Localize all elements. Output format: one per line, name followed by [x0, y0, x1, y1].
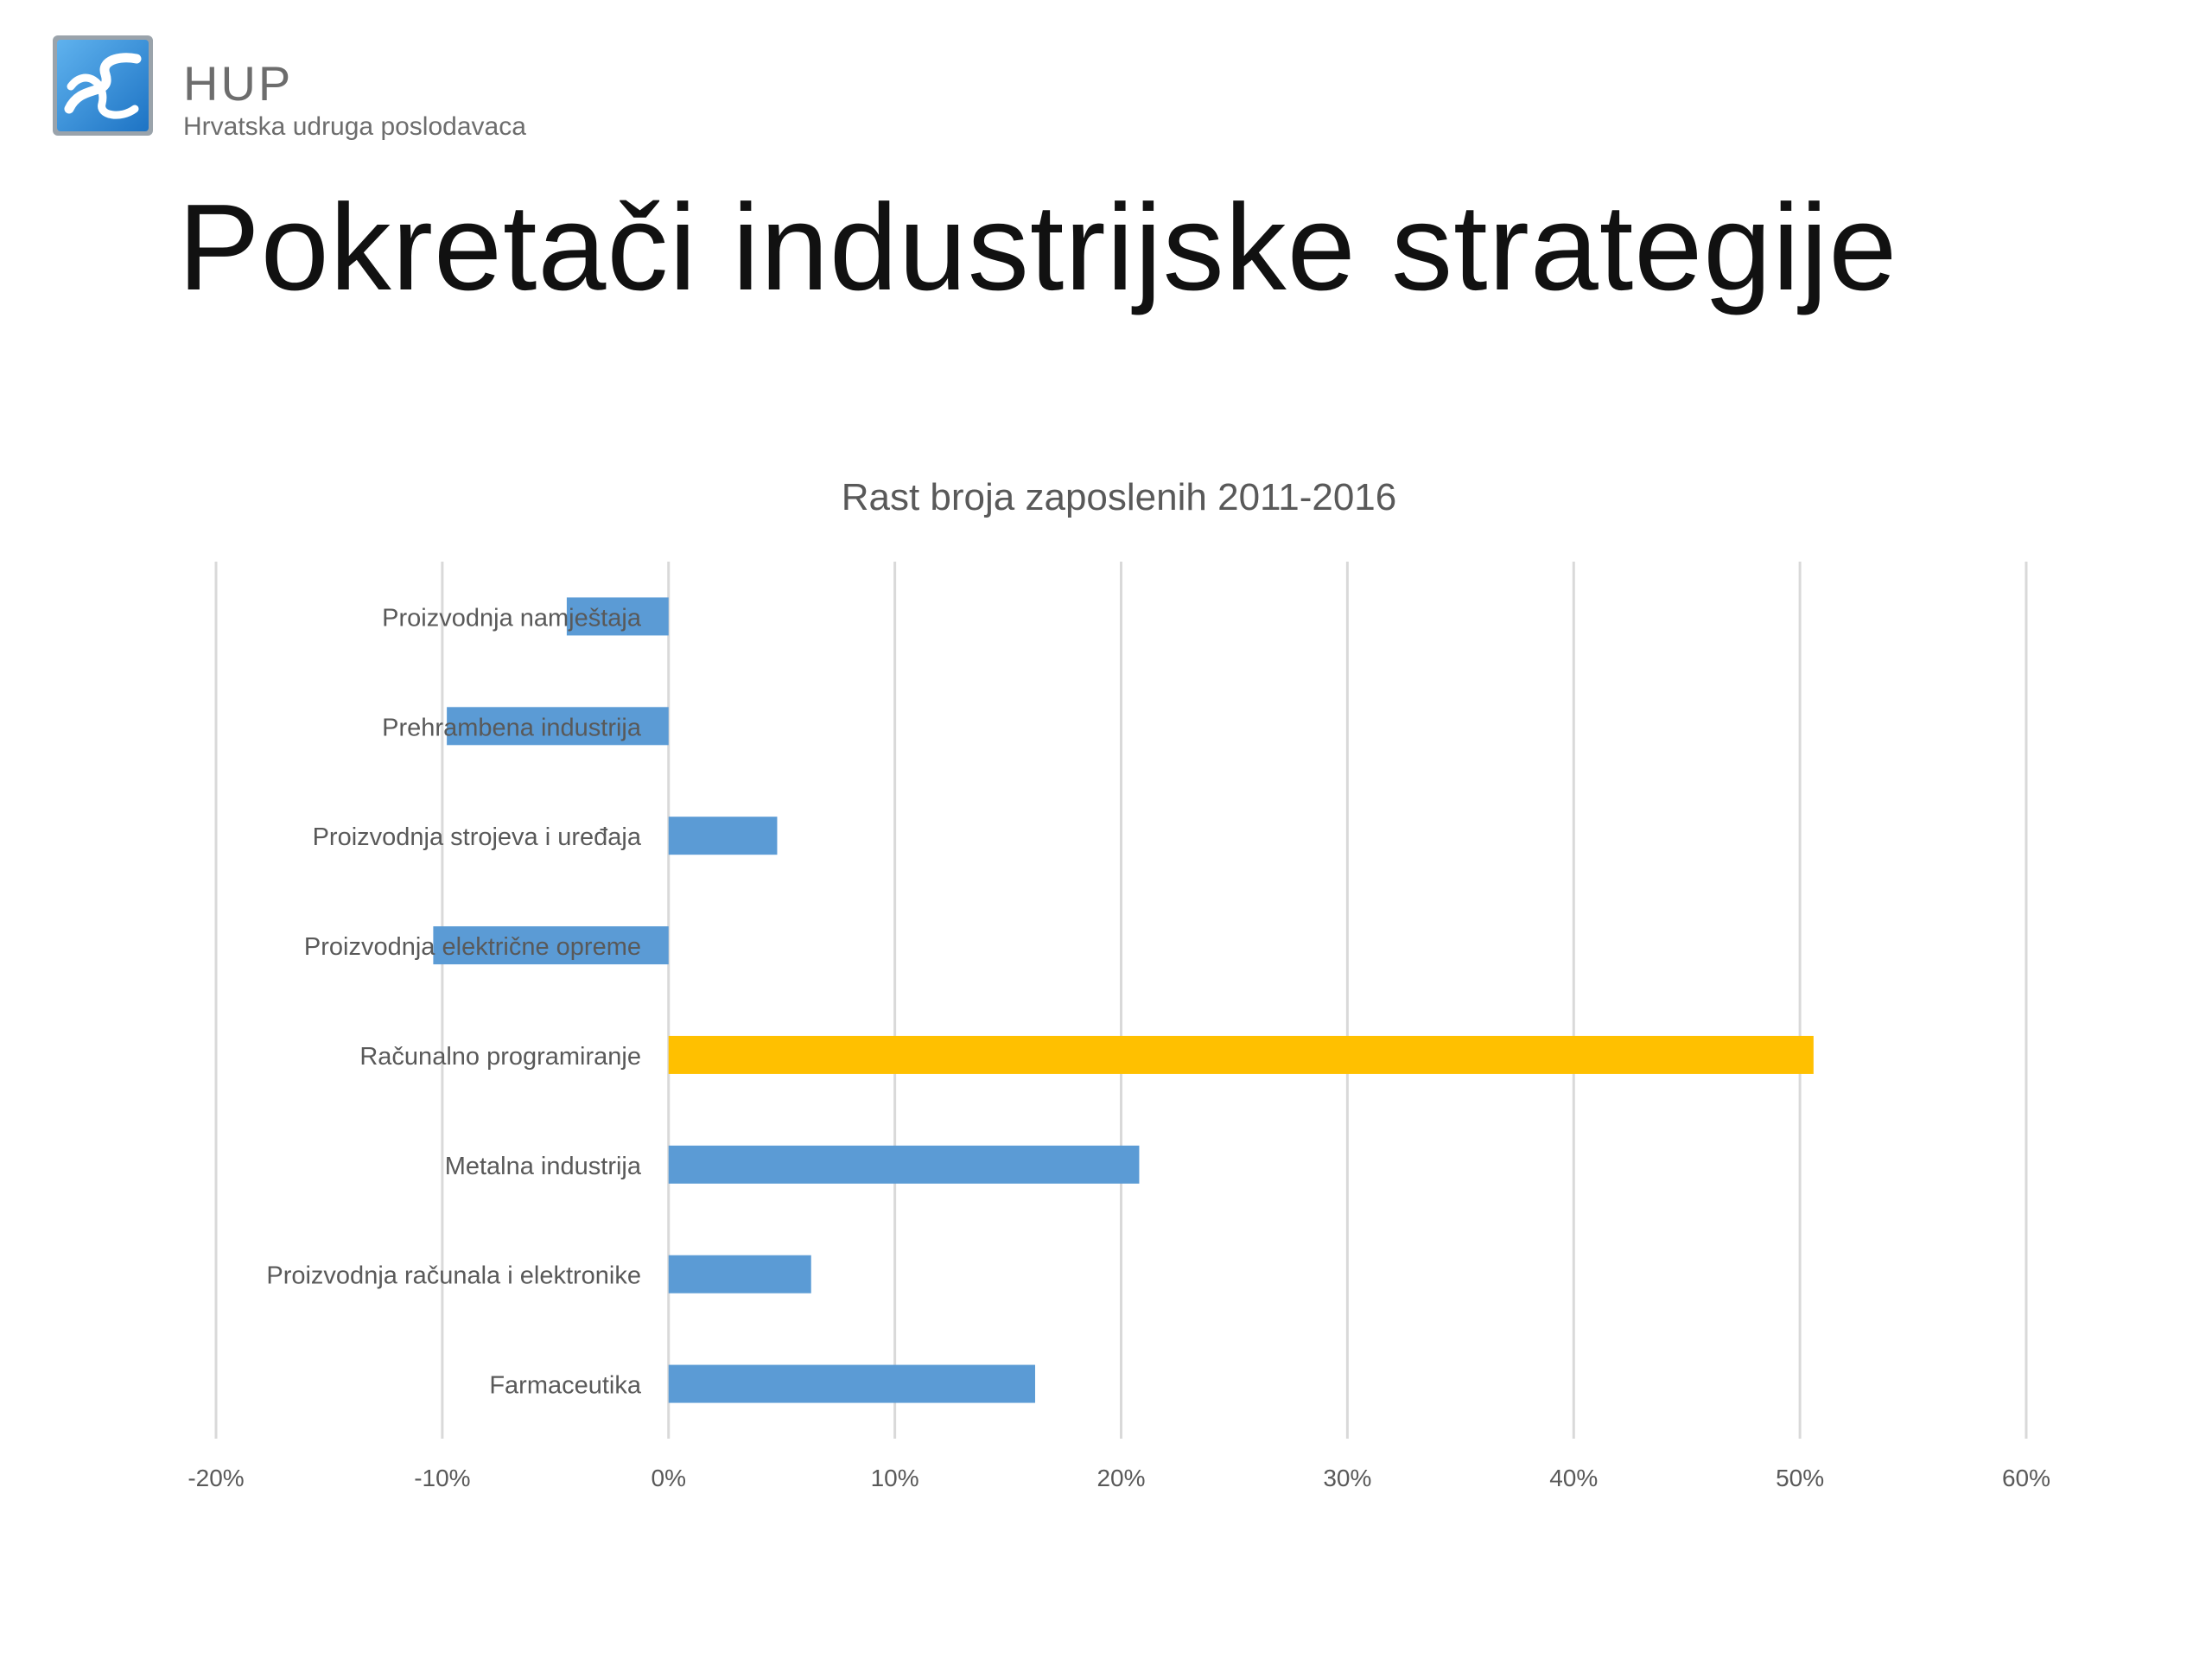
x-tick-label: -20%	[188, 1465, 244, 1491]
x-tick-label: 0%	[652, 1465, 686, 1491]
x-tick-label: 20%	[1096, 1465, 1145, 1491]
x-axis-ticks: -20% -10% 0% 10% 20% 30% 40% 50% 60%	[188, 1465, 2050, 1491]
gridlines	[214, 562, 2028, 1439]
chart-title: Rast broja zaposlenih 2011-2016	[842, 476, 1397, 518]
bar	[447, 707, 669, 746]
category-label: Farmaceutika	[489, 1372, 642, 1400]
x-tick-label: 10%	[871, 1465, 919, 1491]
category-label: Računalno programiranje	[359, 1043, 641, 1071]
category-label: Proizvodnja računala i elektronike	[266, 1262, 641, 1290]
bar	[668, 817, 778, 855]
category-labels: Proizvodnja namještaja Prehrambena indust…	[266, 604, 642, 1399]
x-tick-label: 40%	[1549, 1465, 1598, 1491]
x-tick-label: 50%	[1776, 1465, 1824, 1491]
bar	[433, 926, 669, 965]
slide-title: Pokretači industrijske strategije	[178, 179, 1898, 316]
bar	[668, 1145, 1140, 1184]
category-label: Proizvodnja električne opreme	[304, 933, 641, 961]
brand-subtitle: Hrvatska udruga poslodavaca	[183, 112, 526, 141]
brand-name: HUP	[183, 56, 294, 111]
bars	[433, 597, 1814, 1403]
bar	[668, 1364, 1035, 1403]
bar	[566, 597, 669, 636]
x-tick-label: -10%	[414, 1465, 470, 1491]
x-tick-label: 30%	[1323, 1465, 1371, 1491]
x-tick-label: 60%	[2002, 1465, 2050, 1491]
category-label: Metalna industrija	[445, 1153, 642, 1180]
category-label: Proizvodnja strojeva i uređaja	[313, 823, 642, 851]
category-label: Prehrambena industrija	[382, 714, 642, 741]
hup-logo	[50, 33, 156, 138]
bar	[668, 1035, 1814, 1074]
category-label: Proizvodnja namještaja	[382, 604, 642, 632]
bar	[668, 1255, 811, 1294]
